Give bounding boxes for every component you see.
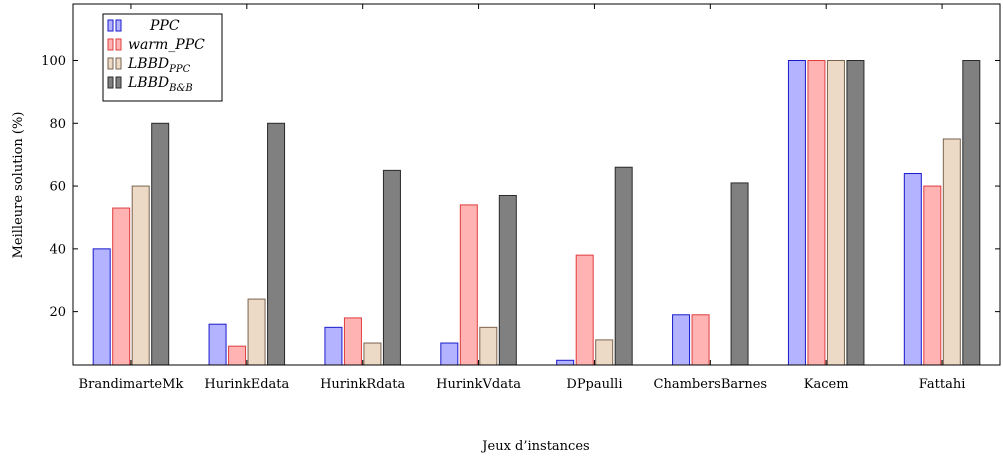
bar-lbbd-ppc-hurinkvdata [479,326,498,366]
bar-warm-ppc-kacem [807,60,826,366]
legend-swatch [107,76,114,89]
legend-label: LBBDB&B [127,75,193,94]
x-tick-label: HurinkVdata [436,377,521,392]
bar-ppc-kacem [787,60,806,366]
bar-lbbd-b-b-dppaulli [614,166,633,366]
bar-lbbd-ppc-hurinkrdata [363,342,382,366]
bar-warm-ppc-fattahi [923,185,942,366]
legend-swatch [115,38,122,51]
bar-ppc-hurinkvdata [440,342,459,366]
bar-lbbd-b-b-fattahi [962,60,981,366]
bar-ppc-hurinkrdata [324,326,343,366]
legend-swatch [115,19,122,32]
y-axis-label: Meilleure solution (%) [11,112,26,259]
x-axis-label: Jeux d’instances [480,439,589,454]
x-tick-label: HurinkEdata [204,377,289,392]
x-tick-label: Fattahi [919,377,966,392]
plot-frame [72,3,1001,366]
x-tick-label: HurinkRdata [320,377,405,392]
bar-ppc-hurinkedata [208,323,227,366]
x-tick-label: Kacem [804,377,849,392]
bar-warm-ppc-chambersbarnes [691,314,710,366]
legend-swatch [115,57,122,70]
bar-warm-ppc-hurinkedata [228,345,247,366]
bar-lbbd-ppc-hurinkedata [247,298,266,366]
bar-ppc-chambersbarnes [672,314,691,366]
bar-lbbd-b-b-hurinkedata [267,122,286,366]
y-tick-label: 20 [49,305,66,320]
bar-ppc-brandimartemk [92,248,111,366]
bar-ppc-dppaulli [556,359,575,366]
legend-label: PPC [149,18,180,34]
bar-lbbd-b-b-kacem [846,60,865,366]
bar-lbbd-ppc-dppaulli [595,339,614,366]
x-tick-label: DPpaulli [566,377,622,392]
bar-lbbd-ppc-fattahi [942,138,961,366]
bar-warm-ppc-dppaulli [575,254,594,366]
bars-group [92,60,981,366]
y-tick-label: 80 [49,117,66,132]
x-tick-label: BrandimarteMk [79,377,184,392]
bar-lbbd-b-b-hurinkvdata [498,194,517,366]
y-tick-label: 60 [49,180,66,195]
bar-ppc-fattahi [903,173,922,366]
bar-warm-ppc-brandimartemk [112,207,131,366]
legend-swatch [107,19,114,32]
legend-swatch [107,38,114,51]
bar-lbbd-ppc-kacem [826,60,845,366]
legend-swatch [115,76,122,89]
bar-warm-ppc-hurinkrdata [343,317,362,366]
bar-lbbd-ppc-brandimartemk [131,185,150,366]
legend-label: LBBDPPC [127,56,191,75]
y-tick-label: 40 [49,242,66,257]
axes-group: 20 40 60 80 100 BrandimarteMk HurinkEdata Hurin… [41,3,1001,392]
bar-lbbd-b-b-chambersbarnes [730,182,749,366]
legend-swatch [107,57,114,70]
bar-warm-ppc-hurinkvdata [459,204,478,366]
x-tick-label: ChambersBarnes [654,377,768,392]
legend-box [102,13,223,102]
legend-label: warm_PPC [128,37,205,53]
y-tick-label: 100 [41,54,66,69]
bar-lbbd-b-b-hurinkrdata [382,169,401,366]
bar-lbbd-b-b-brandimartemk [151,122,170,366]
